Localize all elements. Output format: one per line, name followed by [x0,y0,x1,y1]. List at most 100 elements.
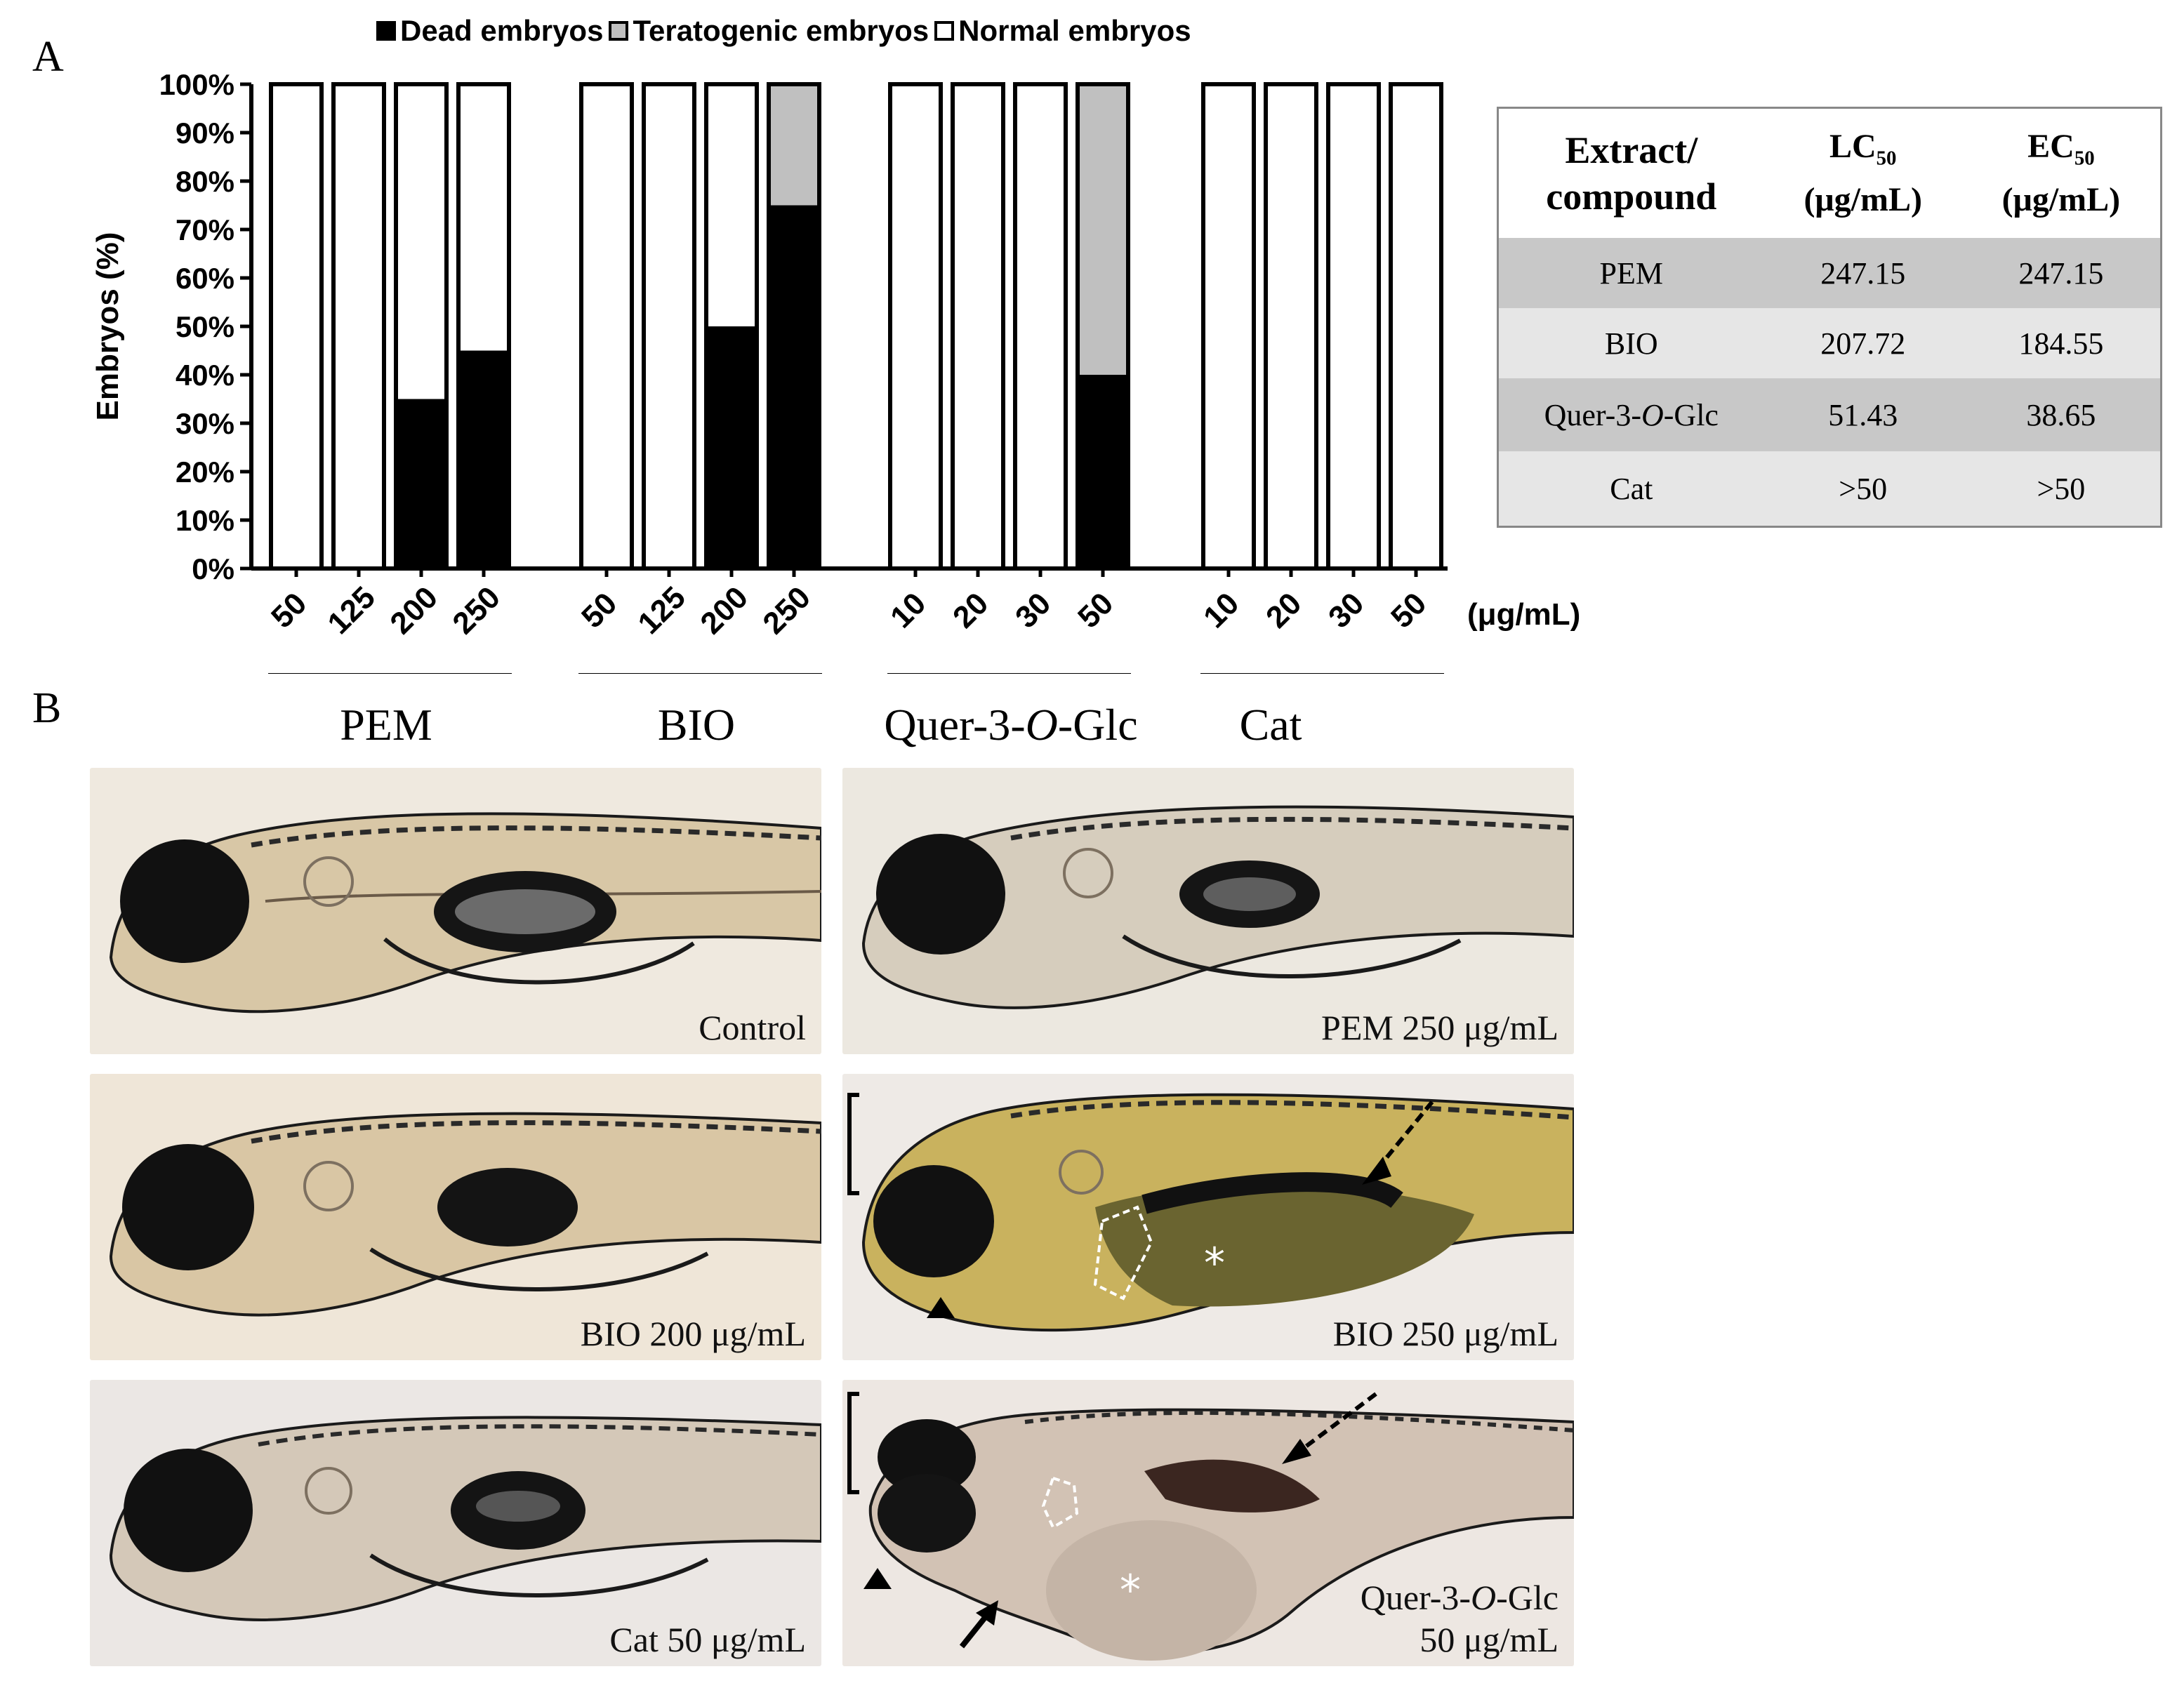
table-cell-lc50: 247.15 [1820,255,1906,291]
bar-segment-normal-embryos [1328,84,1379,569]
x-tick-label: 30 [1322,586,1370,634]
table-header-row: Extract/compound LC50 (μg/mL) EC50 (μg/mL) [1499,109,2160,238]
x-tick-label: 250 [756,580,817,641]
legend-swatch-normal [934,21,955,41]
table-row: Cat >50 >50 [1499,451,2160,526]
bar-segment-normal-embryos [581,84,632,569]
legend-swatch-teratogenic [609,21,629,41]
y-tick-label: 40% [176,359,234,392]
group-label-quer: Quer-3-O-Glc [884,700,1138,750]
bar-segment-normal-embryos [1391,84,1441,569]
table-header-compound: Extract/compound [1546,129,1717,218]
y-tick-label: 0% [192,552,234,585]
legend-item-teratogenic: Teratogenic embryos [609,14,929,48]
y-tick-label: 60% [176,262,234,295]
larva-image: * [847,1392,1574,1661]
legend-label-dead: Dead embryos [400,14,604,47]
table-cell-lc50: 207.72 [1820,326,1906,361]
table-cell-lc50: >50 [1839,471,1888,506]
y-tick-label: 70% [176,213,234,246]
x-tick-label: 10 [884,586,932,634]
x-tick-label: 125 [321,580,382,641]
bar-segment-normal-embryos [706,84,757,326]
photo-bio-250: * BIO 250 μg/mL [842,1074,1574,1360]
x-tick-label: 50 [265,586,313,634]
legend-label-normal: Normal embryos [958,14,1191,47]
x-tick-label: 200 [383,580,444,641]
table-row: PEM 247.15 247.15 [1499,238,2160,308]
bar-segment-dead-embryos [396,399,446,569]
lc50-ec50-table: Extract/compound LC50 (μg/mL) EC50 (μg/mL)… [1497,107,2162,528]
photo-quer-50: * Quer-3-O-Glc 50 μg/mL [842,1380,1574,1666]
photo-caption: PEM 250 μg/mL [1321,1008,1558,1047]
bar-segment-normal-embryos [1203,84,1254,569]
x-tick-label: 50 [1384,586,1433,634]
x-tick-label: 50 [575,586,623,634]
larva-image [861,805,1574,1009]
bar-segment-teratogenic-embryos [769,84,819,206]
y-axis-title: Embryos (%) [91,232,125,421]
group-label-bio: BIO [657,700,736,750]
photo-control: Control [90,768,821,1054]
larva-image: * [847,1093,1574,1332]
photo-caption: BIO 200 μg/mL [580,1314,806,1353]
bar-segment-normal-embryos [953,84,1003,569]
bar-segment-dead-embryos [458,350,509,569]
svg-text:*: * [1204,1239,1225,1288]
table-cell-lc50: 51.43 [1828,397,1898,432]
photo-pem-250: PEM 250 μg/mL [842,768,1574,1054]
table-cell-ec50: 247.15 [2018,255,2104,291]
x-tick-label: 30 [1009,586,1057,634]
stacked-bar-chart: 0% 10% 20% 30% 40% 50% 60% 70% 80% 90% 100% Embryos… [91,68,1580,674]
y-tick-label: 20% [176,456,234,488]
table-cell-compound: Quer-3-O-Glc [1544,397,1719,432]
x-tick-label: 250 [446,580,507,641]
table-header-lc50: LC50 (μg/mL) [1804,127,1922,219]
bar-segment-normal-embryos [644,84,694,569]
photo-caption: Quer-3-O-Glc 50 μg/mL [1360,1578,1558,1659]
group-label-pem: PEM [340,700,432,750]
table-cell-ec50: >50 [2037,471,2086,506]
x-tick-label: 10 [1197,586,1245,634]
larva-image [109,812,821,1013]
bar-segment-normal-embryos [1015,84,1066,569]
legend-item-normal: Normal embryos [934,14,1191,48]
table-cell-compound: BIO [1604,326,1658,361]
svg-text:*: * [1120,1566,1141,1615]
table-cell-ec50: 184.55 [2018,326,2104,361]
bar-segment-normal-embryos [458,84,509,351]
bar-segment-normal-embryos [890,84,941,569]
bar-segment-dead-embryos [1078,375,1128,569]
panel-label-b: B [32,684,62,732]
x-tick-label: 200 [694,580,755,641]
legend-swatch-dead [376,21,396,41]
x-unit-label: (μg/mL) [1467,597,1580,632]
photo-caption: BIO 250 μg/mL [1332,1314,1558,1353]
photo-caption: Cat 50 μg/mL [609,1620,806,1659]
y-tick-label: 30% [176,407,234,440]
bar-segment-normal-embryos [271,84,322,569]
bar-segment-normal-embryos [396,84,446,399]
bar-segment-normal-embryos [333,84,384,569]
y-tick-label: 90% [176,117,234,149]
panel-label-a: A [32,33,64,81]
bar-segment-teratogenic-embryos [1078,84,1128,375]
x-tick-label: 125 [631,580,692,641]
table-row: Quer-3-O-Glc 51.43 38.65 [1499,378,2160,451]
y-tick-label: 100% [159,68,234,101]
table-cell-ec50: 38.65 [2026,397,2096,432]
photo-cat-50: Cat 50 μg/mL [90,1380,821,1666]
x-tick-label: 20 [1259,586,1308,634]
y-tick-label: 50% [176,310,234,343]
x-tick-label: 20 [946,586,995,634]
table-cell-compound: Cat [1610,471,1653,506]
y-tick-label: 80% [176,165,234,198]
larva-image [109,1112,821,1317]
chart-legend: Dead embryos Teratogenic embryos Normal … [376,8,1197,53]
table-cell-compound: PEM [1599,255,1664,291]
photo-caption: Control [699,1008,806,1047]
x-tick-label: 50 [1071,586,1120,634]
table-row: BIO 207.72 184.55 [1499,308,2160,378]
group-label-cat: Cat [1239,700,1302,750]
legend-item-dead: Dead embryos [376,14,603,48]
